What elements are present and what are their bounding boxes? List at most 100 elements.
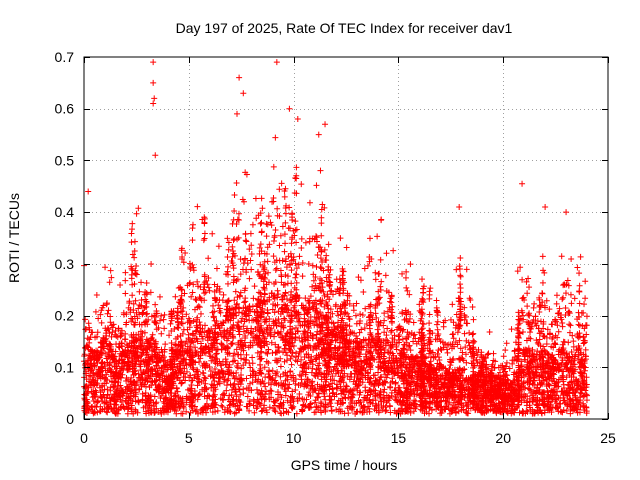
data-point [136,288,143,295]
data-point [246,407,253,414]
data-point [277,363,284,370]
data-point [553,292,560,299]
data-point [94,329,101,336]
data-point [225,408,232,415]
data-point [470,330,477,337]
data-point [258,195,265,202]
data-point [378,217,385,224]
data-point [179,313,186,320]
data-point [298,376,305,383]
data-point [214,407,221,414]
data-point [236,402,243,409]
data-point [253,405,260,412]
data-point [570,338,577,345]
data-point [361,265,368,272]
data-point [372,269,379,276]
data-point [580,309,587,316]
data-point [444,349,451,356]
data-point [128,230,135,237]
data-point [242,332,249,339]
data-point [242,356,249,363]
data-point [582,295,589,302]
data-point [292,324,299,331]
data-point [387,345,394,352]
data-point [241,299,248,306]
data-point [277,232,284,239]
data-point [564,277,571,284]
data-point [299,407,306,414]
data-point [275,291,282,298]
data-point [276,186,283,193]
data-point [574,264,581,271]
data-point [530,304,537,311]
data-point [296,253,303,260]
data-point [531,300,538,307]
data-point [568,256,575,263]
data-point [525,311,532,318]
data-point [255,327,262,334]
data-point [329,310,336,317]
data-point [233,179,240,186]
data-point [235,319,242,326]
data-point [317,264,324,271]
data-point [555,328,562,335]
data-point [199,335,206,342]
data-point [359,312,366,319]
data-point [249,221,256,228]
data-point [227,381,234,388]
data-point [372,276,379,283]
data-point [371,372,378,379]
data-point [248,266,255,273]
data-point [560,294,567,301]
data-point [357,311,364,318]
data-point [454,341,461,348]
data-point [247,230,254,237]
data-point [249,354,256,361]
data-point [122,336,129,343]
data-point [310,346,317,353]
data-point [175,324,182,331]
data-point [399,310,406,317]
data-point [257,261,264,268]
data-point [281,301,288,308]
data-point [275,316,282,323]
data-point [454,329,461,336]
data-point [135,205,142,212]
data-point [288,394,295,401]
data-point [277,373,284,380]
data-point [256,244,263,251]
data-point [382,408,389,415]
data-point [462,344,469,351]
data-point [568,300,575,307]
data-point [525,275,532,282]
data-point [337,235,344,242]
data-point [272,226,279,233]
data-point [265,269,272,276]
data-point [235,234,242,241]
data-point [252,195,259,202]
data-point [243,351,250,358]
data-point [539,253,546,260]
data-point [577,253,584,260]
data-point [215,243,222,250]
data-point [461,330,468,337]
data-point [274,205,281,212]
data-point [273,265,280,272]
data-point [193,297,200,304]
data-point [387,383,394,390]
data-point [201,271,208,278]
data-point [272,134,279,141]
data-point [357,389,364,396]
data-point [189,289,196,296]
data-point [442,317,449,324]
data-point [543,341,550,348]
data-point [299,260,306,267]
data-point [419,276,426,283]
data-point [132,297,139,304]
data-point [251,283,258,290]
data-point [393,326,400,333]
data-point [161,311,168,318]
data-point [582,278,589,285]
data-point [374,326,381,333]
data-point [128,374,135,381]
